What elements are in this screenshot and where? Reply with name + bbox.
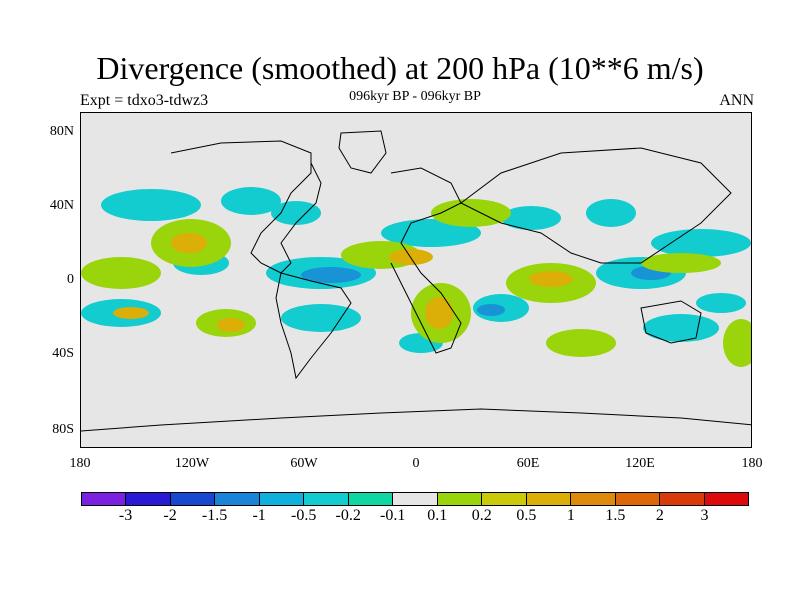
period-label: 096kyr BP - 096kyr BP — [349, 89, 481, 104]
colorbar-tick-label: 0.2 — [471, 507, 492, 524]
colorbar-tick-label: -0.5 — [290, 507, 317, 524]
experiment-label: Expt = tdxo3-tdwz3 — [80, 92, 209, 109]
colorbar-tick-label: 3 — [700, 507, 709, 524]
lat-label-40s: 40S — [52, 346, 74, 361]
colorbar-segment — [215, 493, 260, 505]
lon-label-120w: 120W — [174, 456, 210, 471]
lon-label-60w: 60W — [290, 456, 318, 471]
colorbar-segment — [304, 493, 349, 505]
colorbar-segment — [170, 493, 216, 505]
colorbar-tick-label: 0.5 — [516, 507, 537, 524]
colorbar-tick-label: 1.5 — [605, 507, 626, 524]
lon-label-120e: 120E — [625, 456, 655, 471]
colorbar-segment — [259, 493, 305, 505]
lon-label-60e: 60E — [516, 456, 540, 471]
colorbar-segment — [348, 493, 394, 505]
colorbar-segment — [437, 493, 483, 505]
lon-label-180e: 180 — [741, 456, 763, 471]
colorbar-segment — [704, 493, 749, 505]
colorbar-segment — [615, 493, 661, 505]
lon-label-0: 0 — [412, 456, 420, 471]
divergence-field — [81, 130, 751, 432]
colorbar-segment — [82, 493, 127, 505]
season-label: ANN — [719, 92, 754, 109]
colorbar-segment — [393, 493, 438, 505]
lat-label-80n: 80N — [49, 124, 74, 139]
colorbar-tick-label: 0.1 — [427, 507, 448, 524]
colorbar-segment — [660, 493, 705, 505]
colorbar-tick-label: -2 — [163, 507, 177, 524]
colorbar-segment — [482, 493, 527, 505]
colorbar-tick-label: -3 — [118, 507, 133, 524]
colorbar-segment — [571, 493, 616, 505]
map-panel — [80, 112, 752, 448]
colorbar-segment — [126, 493, 171, 505]
plot-title: Divergence (smoothed) at 200 hPa (10**6 … — [96, 50, 704, 86]
colorbar-tick-label: 1 — [566, 507, 575, 524]
colorbar-tick-label: -0.2 — [335, 507, 361, 524]
colorbar-tick-label: 2 — [655, 507, 664, 524]
colorbar-tick-label: -0.1 — [380, 507, 406, 524]
colorbar-tick-label: -1.5 — [201, 507, 228, 524]
colorbar — [81, 492, 749, 506]
lat-label-80s: 80S — [52, 422, 74, 437]
lat-label-40n: 40N — [49, 198, 74, 213]
colorbar-segment — [526, 493, 572, 505]
lat-label-0: 0 — [67, 272, 74, 287]
lon-label-180w: 180 — [69, 456, 91, 471]
colorbar-tick-label: -1 — [252, 507, 266, 524]
